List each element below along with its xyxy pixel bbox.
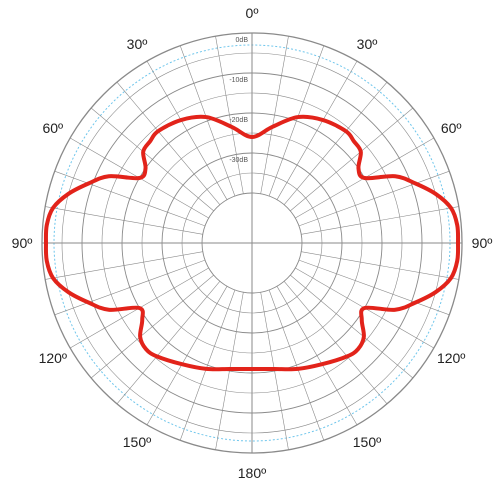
- grid-spoke: [290, 274, 414, 379]
- angle-label: 120º: [39, 350, 67, 366]
- axis-labels: 0º 30º 30º 60º 60º 90º 90º 120º 120º 150º 150º 180º…: [12, 5, 493, 481]
- angle-label: 150º: [353, 434, 381, 450]
- angle-label: 30º: [127, 36, 148, 52]
- angle-label: 120º: [437, 350, 465, 366]
- db-label: 0dB: [236, 37, 249, 44]
- grid-spoke: [116, 281, 221, 405]
- angle-label: 180º: [238, 465, 266, 481]
- grid-spoke: [283, 81, 388, 205]
- angle-label: 0º: [246, 5, 259, 21]
- grid-spoke: [290, 107, 414, 212]
- grid-spoke: [45, 251, 203, 280]
- db-label: -20dB: [229, 117, 248, 124]
- grid-spoke: [179, 45, 236, 197]
- grid-spoke: [298, 170, 450, 227]
- grid-spoke: [301, 251, 459, 280]
- grid-spoke: [215, 36, 244, 194]
- angle-label: 60º: [441, 120, 462, 136]
- grid-spoke: [54, 259, 206, 316]
- grid-spoke: [54, 170, 206, 227]
- db-label: -30dB: [229, 157, 248, 164]
- pattern-line: [43, 114, 461, 372]
- grid-spoke: [283, 281, 388, 405]
- angle-label: 90º: [12, 235, 33, 251]
- grid-spoke: [276, 60, 358, 200]
- grid-spoke: [45, 206, 203, 235]
- grid-spoke: [146, 60, 228, 200]
- grid-spoke: [298, 259, 450, 316]
- grid-spoke: [146, 286, 228, 426]
- angle-label: 90º: [472, 235, 493, 251]
- grid-spoke: [276, 286, 358, 426]
- grid-spoke: [268, 289, 325, 441]
- grid-spoke: [116, 81, 221, 205]
- grid-spoke: [179, 289, 236, 441]
- grid-spoke: [90, 274, 214, 379]
- series-layer: [43, 114, 461, 372]
- angle-label: 150º: [123, 434, 151, 450]
- angle-label: 60º: [42, 120, 63, 136]
- angle-label: 30º: [357, 36, 378, 52]
- grid-spoke: [260, 36, 289, 194]
- grid-spoke: [301, 206, 459, 235]
- db-label: -10dB: [229, 77, 248, 84]
- polar-grid: [41, 32, 463, 454]
- grid-spoke: [268, 45, 325, 197]
- grid-spoke: [90, 107, 214, 212]
